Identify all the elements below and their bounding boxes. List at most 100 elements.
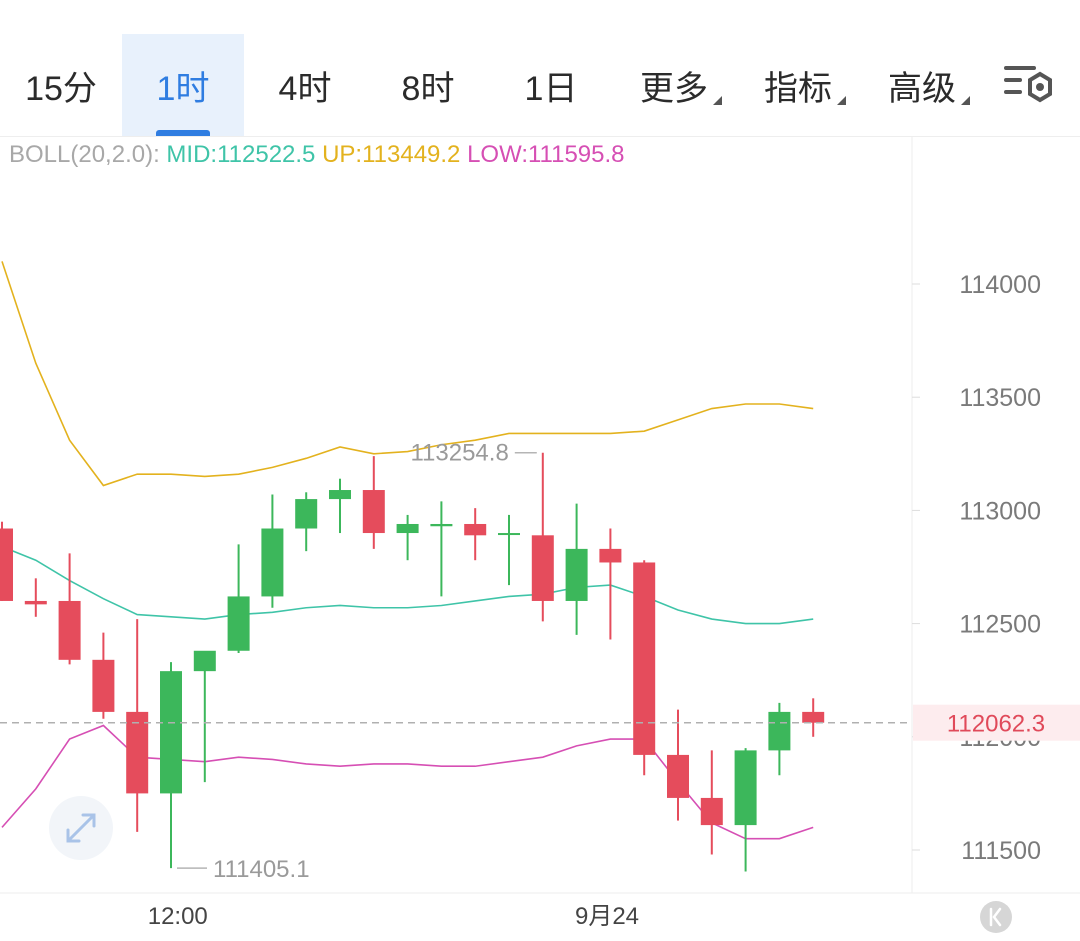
candle <box>227 544 250 654</box>
tab-label: 1时 <box>156 69 210 108</box>
candle-body <box>227 596 250 651</box>
y-tick-label: 113000 <box>959 497 1041 525</box>
candle <box>126 619 149 832</box>
tab-3[interactable]: 8时 <box>366 34 490 136</box>
candle <box>667 709 689 821</box>
candle <box>261 494 284 608</box>
candle-body <box>362 490 385 534</box>
candle <box>531 452 554 622</box>
candle <box>362 456 385 549</box>
candle <box>160 662 182 869</box>
candle <box>565 503 588 635</box>
candle <box>58 553 81 665</box>
y-tick-label: 111500 <box>961 837 1041 865</box>
candle <box>498 514 520 586</box>
scroll-to-latest-button[interactable] <box>980 901 1012 933</box>
y-tick-label: 114000 <box>959 271 1041 299</box>
candle-body <box>599 548 622 563</box>
candle <box>734 748 757 872</box>
candle-body <box>92 659 115 712</box>
candle <box>295 492 318 552</box>
candles <box>0 452 825 872</box>
x-axis: 12:00 9月24 <box>148 903 639 930</box>
boll-mid-value: MID:112522.5 <box>166 141 316 168</box>
candle <box>329 478 351 534</box>
candle <box>24 578 47 617</box>
y-tick-label: 112500 <box>959 611 1041 639</box>
tab-label: 1日 <box>524 69 578 108</box>
candle-body <box>295 499 318 529</box>
candle-body <box>768 711 791 751</box>
boll-low-value: LOW:111595.8 <box>467 141 625 168</box>
chevron-right-icon <box>989 907 1002 927</box>
scroll-latest-bg <box>980 901 1012 933</box>
candle <box>0 521 13 601</box>
tab-6[interactable]: 指标 <box>736 34 860 136</box>
boll-lower-line <box>1 724 814 840</box>
candle-body <box>58 600 81 660</box>
tab-0[interactable]: 15分 <box>0 34 122 136</box>
candle-body <box>396 523 419 534</box>
tab-divider <box>0 136 1080 137</box>
candle-body <box>667 754 689 798</box>
x-tick-label: 12:00 <box>148 903 208 930</box>
low-price-label: 111405.1 <box>213 856 310 883</box>
tab-label: 15分 <box>25 69 97 108</box>
candle-body <box>24 600 47 605</box>
active-tab-indicator <box>156 130 210 136</box>
candle-body <box>633 562 656 755</box>
y-tick-label: 113500 <box>959 384 1041 412</box>
candle <box>768 702 791 776</box>
x-tick-label: 9月24 <box>575 903 639 930</box>
tab-label: 8时 <box>401 69 455 108</box>
high-price-label: 113254.8 <box>410 440 508 467</box>
candle-body <box>498 533 520 536</box>
settings-glyph <box>1004 66 1052 103</box>
boll-mid-line <box>1 545 814 625</box>
candle-body <box>0 528 13 601</box>
candle-body <box>193 650 216 672</box>
tab-label: 指标 <box>764 69 832 108</box>
current-price-badge <box>913 704 1080 741</box>
candle <box>802 698 825 737</box>
tab-7[interactable]: 高级 <box>860 34 984 136</box>
dropdown-caret-icon <box>713 96 722 105</box>
candle-body <box>160 671 182 794</box>
dropdown-caret-icon <box>837 96 846 105</box>
candle-body <box>126 711 149 794</box>
tab-5[interactable]: 更多 <box>612 34 736 136</box>
candle <box>464 508 487 561</box>
tab-2[interactable]: 4时 <box>244 34 366 136</box>
candle-body <box>464 523 487 536</box>
chart-settings-icon[interactable] <box>1002 64 1056 108</box>
candle <box>92 632 115 719</box>
expand-button[interactable] <box>49 796 113 860</box>
candle-body <box>700 797 723 826</box>
tab-label: 更多 <box>640 69 708 108</box>
candle <box>430 501 453 597</box>
chart-annotations: 113254.8 111405.1 <box>0 440 912 883</box>
candle <box>599 528 622 640</box>
candle-body <box>261 528 284 597</box>
tab-1[interactable]: 1时 <box>122 34 244 136</box>
candle <box>700 750 723 855</box>
tab-4[interactable]: 1日 <box>490 34 612 136</box>
timeframe-tab-bar: 15分 1时 4时 8时 1日 更多 指标 高级 <box>0 34 1080 136</box>
tab-label: 高级 <box>888 69 956 108</box>
boll-name: BOLL(20,2.0): <box>9 141 160 168</box>
candle-body <box>734 750 757 826</box>
candle <box>193 650 216 783</box>
candle-body <box>531 535 554 601</box>
tab-label: 4时 <box>278 69 332 108</box>
dropdown-caret-icon <box>961 96 970 105</box>
boll-upper-line <box>1 261 814 487</box>
boll-legend: BOLL(20,2.0): MID:112522.5 UP:113449.2 L… <box>9 141 625 169</box>
candle <box>396 514 419 561</box>
boll-up-value: UP:113449.2 <box>322 141 461 168</box>
chart-grid <box>0 137 1080 894</box>
candle-body <box>329 490 351 500</box>
current-price-label: 112062.3 <box>947 711 1045 738</box>
expand-icon <box>66 813 96 843</box>
candle <box>633 560 656 776</box>
